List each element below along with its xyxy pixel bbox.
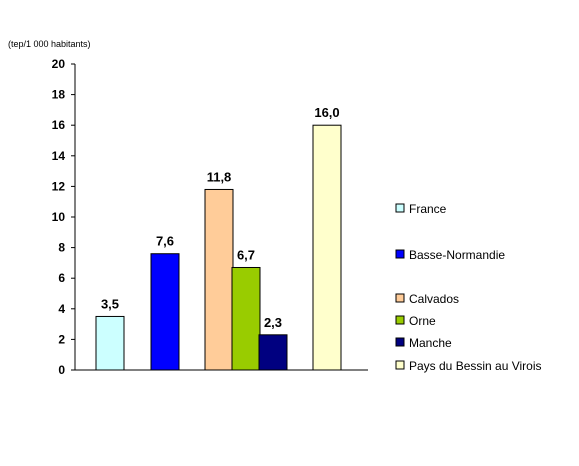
- bar-4: [258, 334, 288, 371]
- y-tick-label: 6: [58, 271, 65, 285]
- legend-swatch-2: [395, 293, 405, 303]
- y-tick-label: 4: [58, 302, 65, 316]
- legend-entry-5: Pays du Bessin au Virois: [409, 359, 542, 373]
- legend-swatch-1: [395, 249, 405, 259]
- legend-entry-4: Manche: [409, 336, 452, 350]
- data-label-2: 11,8: [207, 169, 232, 184]
- y-tick-label: 14: [52, 149, 66, 163]
- data-label-1: 7,6: [156, 234, 174, 249]
- legend-entry-2: Calvados: [409, 292, 459, 306]
- data-label-0: 3,5: [101, 296, 119, 311]
- bar-3: [231, 266, 261, 371]
- legend-swatch-4: [395, 337, 405, 347]
- y-tick-label: 2: [58, 332, 65, 346]
- data-label-4: 2,3: [264, 315, 282, 330]
- data-label-3: 6,7: [237, 247, 255, 262]
- bar-0: [95, 315, 125, 371]
- bar-5: [312, 124, 342, 371]
- y-tick-label: 16: [52, 118, 66, 132]
- legend-swatch-3: [395, 315, 405, 325]
- legend-entry-0: France: [409, 202, 447, 216]
- data-label-5: 16,0: [314, 105, 339, 120]
- bar-2: [204, 188, 234, 371]
- bar-1: [150, 253, 180, 371]
- legend: France Basse-Normandie Calvados Orne Manche P…: [395, 202, 542, 373]
- unit-label: (tep/1 000 habitants): [8, 39, 91, 49]
- legend-entry-3: Orne: [409, 314, 436, 328]
- legend-entry-1: Basse-Normandie: [409, 248, 505, 262]
- axes: 0 2 4 6 8 10 12 14 16 18 20: [52, 57, 368, 377]
- y-tick-label: 10: [52, 210, 66, 224]
- legend-swatch-0: [395, 203, 405, 213]
- legend-swatch-5: [395, 360, 405, 370]
- y-tick-label: 20: [52, 57, 66, 71]
- y-tick-label: 0: [58, 363, 65, 377]
- bars: 3,5 7,6 11,8 6,7 2,3 16,0: [95, 105, 342, 371]
- y-tick-label: 12: [52, 179, 66, 193]
- y-tick-label: 8: [58, 241, 65, 255]
- y-tick-label: 18: [52, 88, 66, 102]
